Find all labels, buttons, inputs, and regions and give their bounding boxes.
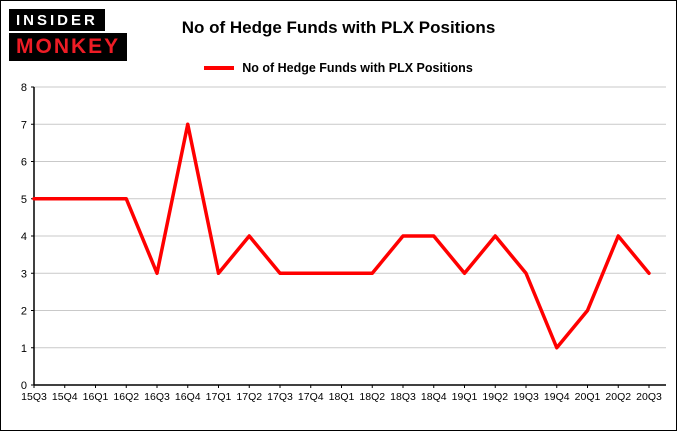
svg-text:19Q2: 19Q2 [482,391,508,403]
svg-text:17Q4: 17Q4 [298,391,324,403]
svg-text:5: 5 [21,194,27,206]
svg-text:8: 8 [21,82,27,94]
svg-text:19Q3: 19Q3 [513,391,539,403]
svg-text:18Q4: 18Q4 [421,391,447,403]
svg-text:0: 0 [21,380,27,392]
svg-text:15Q4: 15Q4 [52,391,78,403]
svg-text:20Q3: 20Q3 [636,391,662,403]
svg-text:18Q3: 18Q3 [390,391,416,403]
svg-text:2: 2 [21,306,27,318]
logo-monkey-text: MONKEY [9,33,128,61]
chart-title: No of Hedge Funds with PLX Positions [181,18,496,37]
logo-insider-text: INSIDER [9,9,105,31]
legend-line-swatch [204,66,235,70]
svg-text:18Q1: 18Q1 [329,391,355,403]
svg-text:6: 6 [21,157,27,169]
insider-monkey-logo: INSIDER MONKEY [9,9,128,61]
svg-text:19Q4: 19Q4 [544,391,570,403]
svg-text:16Q2: 16Q2 [113,391,139,403]
svg-text:16Q4: 16Q4 [175,391,201,403]
svg-text:3: 3 [21,268,27,280]
svg-text:17Q1: 17Q1 [206,391,232,403]
svg-text:20Q2: 20Q2 [605,391,631,403]
legend-label: No of Hedge Funds with PLX Positions [242,61,473,75]
svg-text:18Q2: 18Q2 [359,391,385,403]
svg-text:4: 4 [21,231,27,243]
svg-text:19Q1: 19Q1 [452,391,478,403]
chart-legend: No of Hedge Funds with PLX Positions [1,61,676,75]
svg-text:16Q3: 16Q3 [144,391,170,403]
svg-text:17Q3: 17Q3 [267,391,293,403]
svg-text:7: 7 [21,119,27,131]
svg-text:16Q1: 16Q1 [83,391,109,403]
svg-text:15Q3: 15Q3 [21,391,47,403]
svg-text:17Q2: 17Q2 [236,391,262,403]
svg-text:1: 1 [21,343,27,355]
svg-text:20Q1: 20Q1 [575,391,601,403]
